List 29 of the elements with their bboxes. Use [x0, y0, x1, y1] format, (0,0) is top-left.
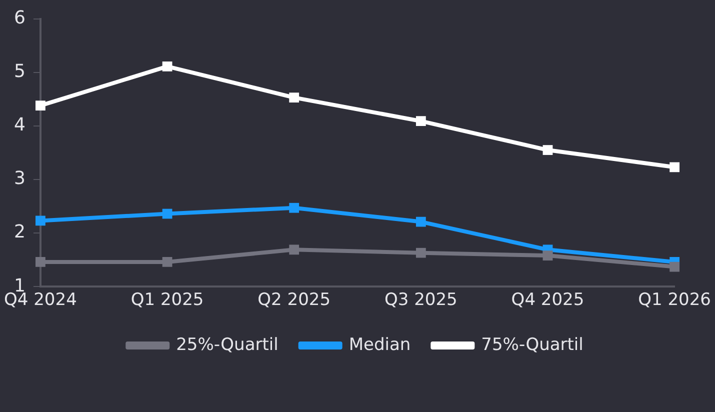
x-tick-label: Q1 2025 [130, 290, 204, 310]
point [542, 145, 553, 155]
y-tick-label: 4 [14, 114, 26, 136]
legend-label: Median [348, 334, 411, 355]
y-tick-label: 5 [14, 61, 26, 82]
legend-label: 75%-Quartil [481, 334, 584, 355]
point [36, 257, 46, 267]
legend-label: 25%-Quartil [176, 334, 278, 355]
y-tick-label: 6 [14, 7, 26, 28]
x-tick-label: Q1 2026 [638, 290, 712, 310]
point [670, 262, 680, 272]
point [416, 216, 426, 227]
point [289, 92, 300, 102]
x-tick-label: Q2 2025 [258, 290, 331, 310]
point [670, 162, 680, 172]
point [416, 248, 426, 258]
x-tick-label: Q3 2025 [384, 290, 458, 310]
y-tick-label: 2 [14, 222, 26, 243]
point [36, 100, 46, 111]
point [162, 208, 172, 219]
point [289, 202, 300, 213]
point [162, 62, 172, 72]
point [416, 116, 426, 126]
point [542, 250, 553, 260]
y-tick-label: 3 [14, 168, 26, 190]
point [162, 257, 172, 267]
point [36, 216, 46, 226]
point [289, 244, 300, 255]
x-tick-label: Q4 2025 [511, 290, 584, 310]
